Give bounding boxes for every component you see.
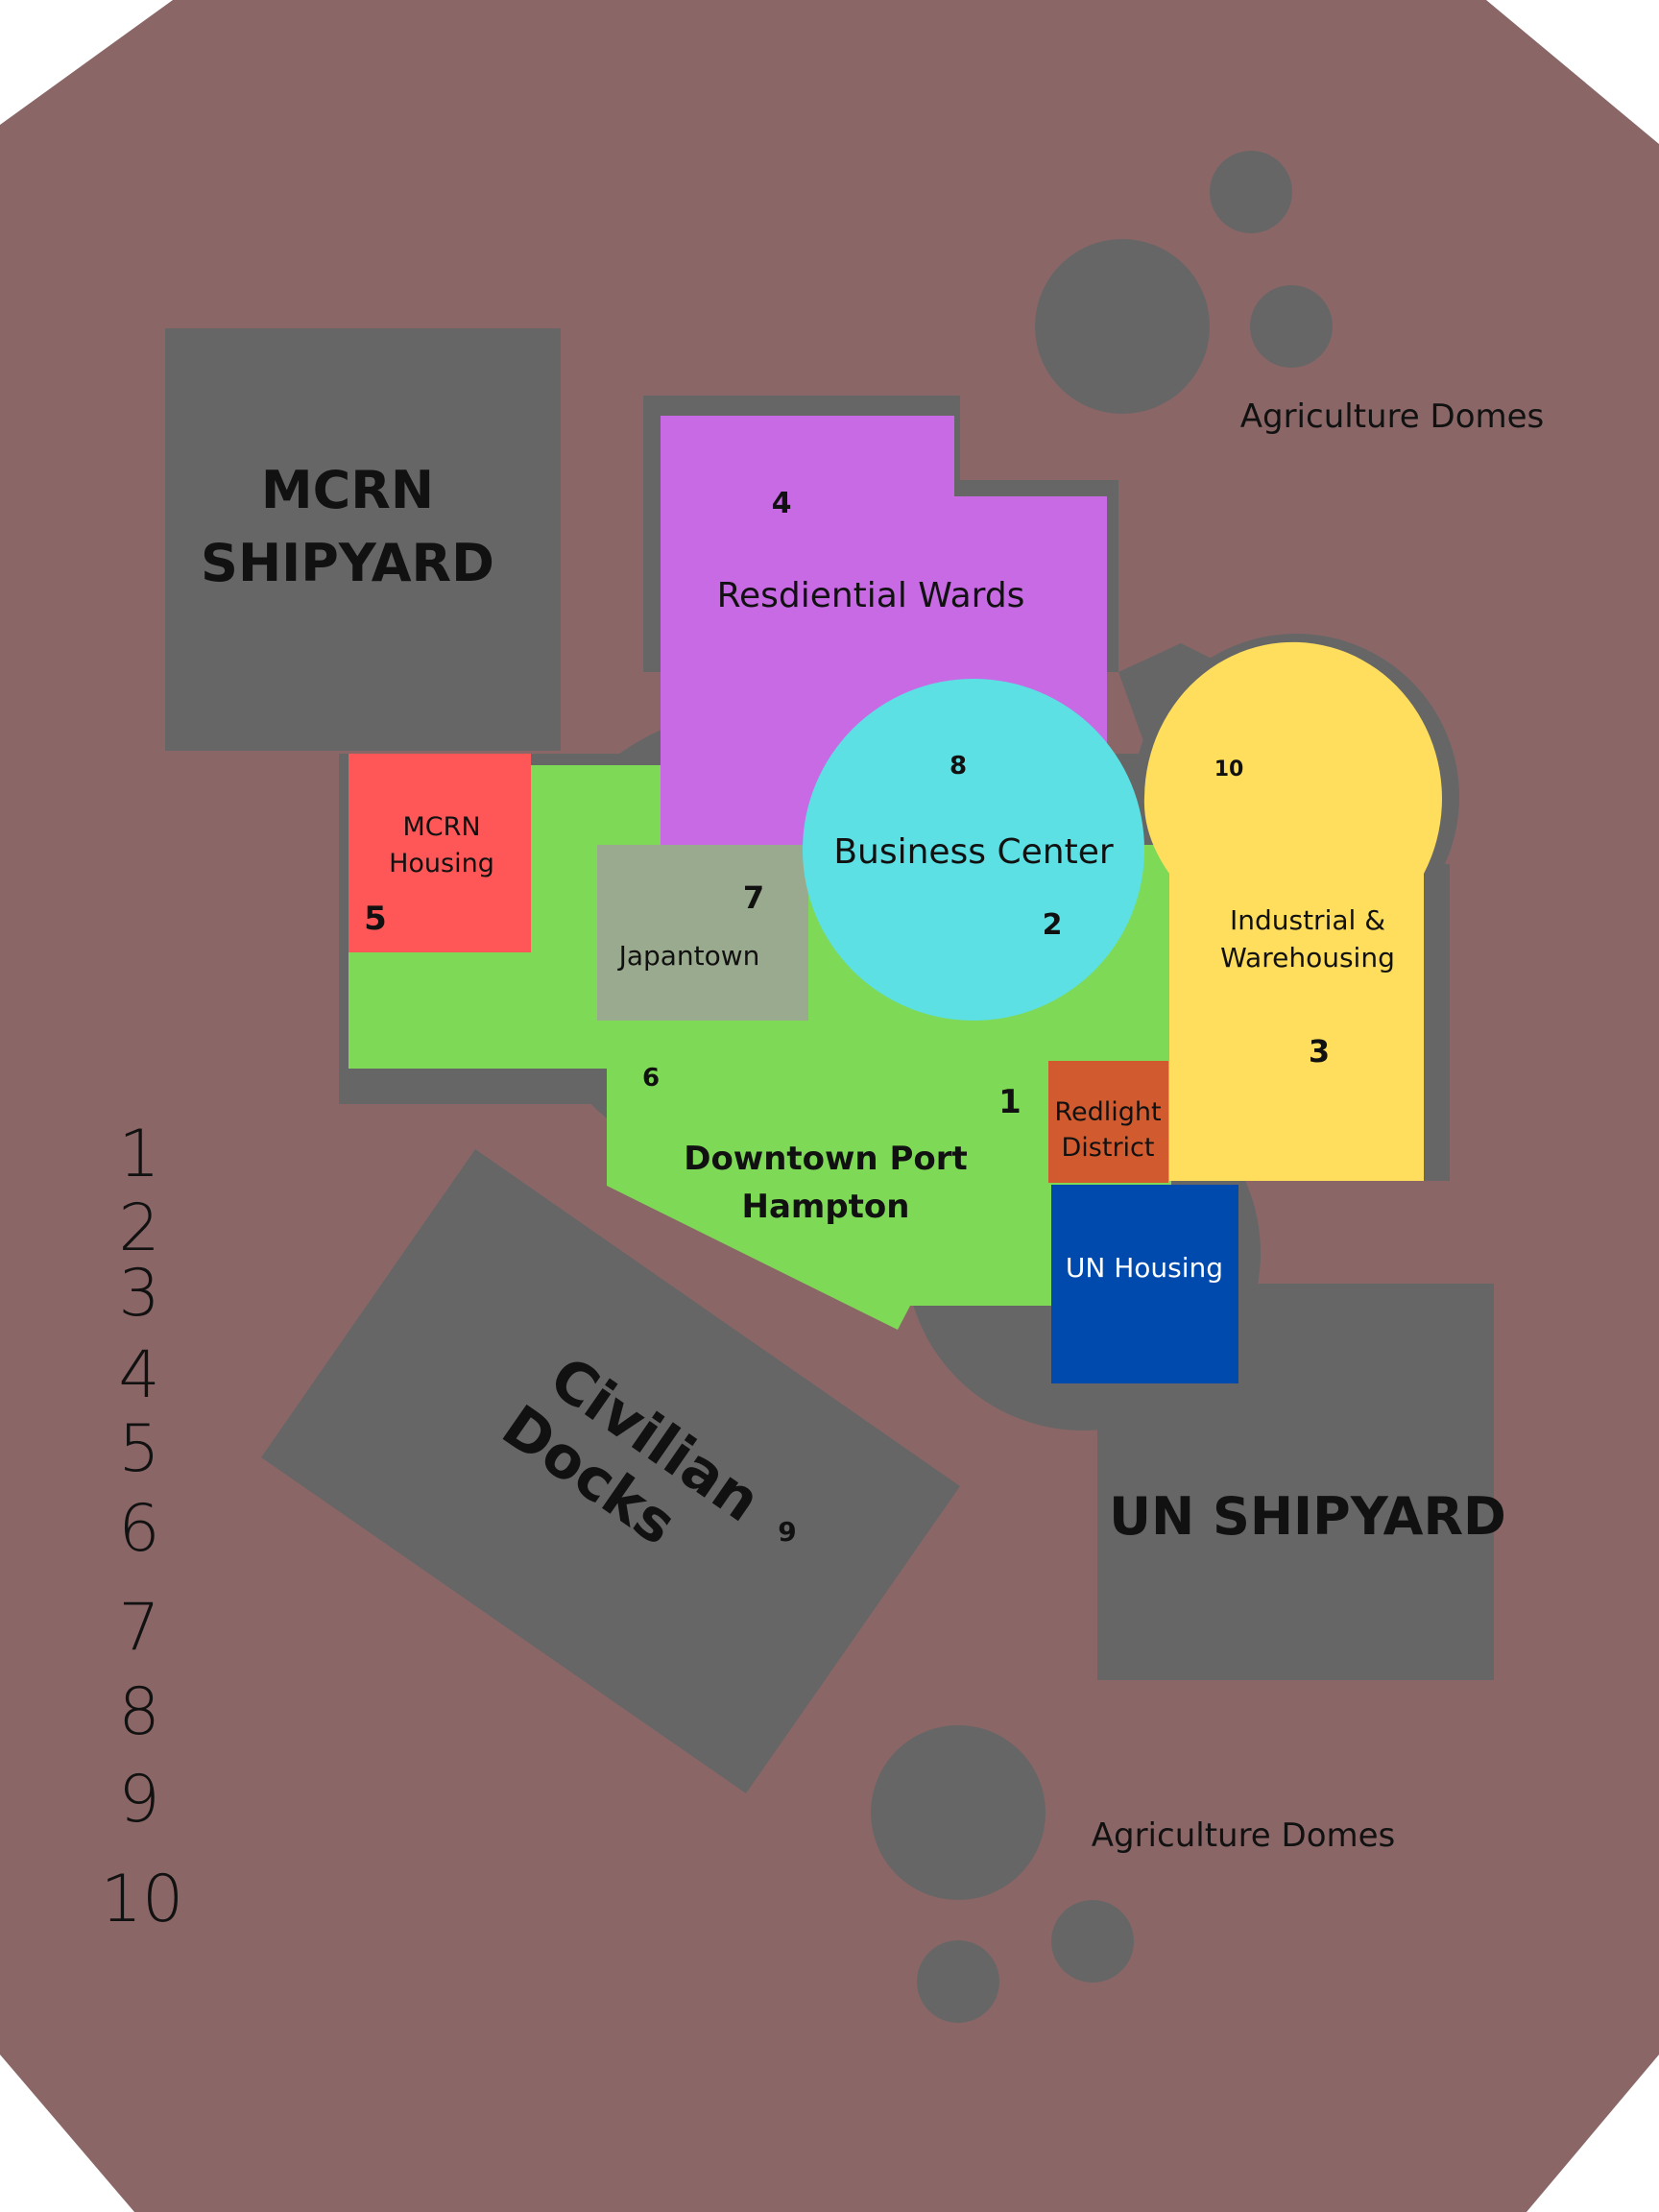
legend-number-7: 7 (118, 1590, 159, 1666)
agriculture-domes-bottom (871, 1725, 1134, 2023)
industrial-label-line1: Industrial & (1230, 904, 1385, 936)
redlight-label-line2: District (1062, 1133, 1155, 1163)
downtown-label-line2: Hampton (742, 1188, 910, 1226)
legend-number-4: 4 (118, 1337, 159, 1413)
dome (1250, 285, 1333, 368)
marker-9: 9 (778, 1516, 796, 1548)
industrial-warehousing (1143, 641, 1442, 1181)
dome (1210, 151, 1292, 233)
un-housing (1051, 1185, 1238, 1383)
agriculture-domes-top (1035, 151, 1333, 414)
marker-4: 4 (772, 487, 792, 520)
dome (1051, 1900, 1134, 1983)
mcrn-shipyard (165, 328, 561, 751)
mcrn-housing-label-line2: Housing (389, 849, 494, 878)
legend-number-5: 5 (118, 1411, 159, 1487)
legend-number-2: 2 (118, 1190, 159, 1266)
business-center-label: Business Center (833, 832, 1114, 872)
legend-number-3: 3 (118, 1256, 159, 1332)
mcrn-housing-label-line1: MCRN (402, 812, 480, 842)
dome (871, 1725, 1046, 1900)
mcrn-shipyard-label-line1: MCRN (261, 460, 434, 520)
un-shipyard-label: UN SHIPYARD (1109, 1486, 1506, 1547)
civilian-docks (261, 1149, 960, 1793)
marker-2: 2 (1043, 908, 1063, 942)
agriculture-domes-bottom-label: Agriculture Domes (1092, 1816, 1396, 1855)
un-housing-label: UN Housing (1066, 1252, 1223, 1284)
marker-5: 5 (364, 900, 387, 938)
agriculture-domes-top-label: Agriculture Domes (1240, 397, 1545, 436)
legend-number-1: 1 (118, 1117, 159, 1192)
dome (1035, 239, 1210, 414)
marker-6: 6 (642, 1064, 660, 1093)
marker-8: 8 (950, 752, 967, 781)
redlight-label-line1: Redlight (1054, 1097, 1161, 1127)
legend-numbers: 1 2 3 4 5 6 7 8 9 10 (101, 1117, 184, 1937)
legend-number-6: 6 (118, 1491, 159, 1567)
legend-number-9: 9 (118, 1762, 159, 1838)
business-center (803, 679, 1144, 1021)
downtown-label-line1: Downtown Port (684, 1140, 968, 1178)
japantown (597, 845, 808, 1021)
marker-3: 3 (1309, 1033, 1330, 1070)
mcrn-housing (349, 754, 531, 952)
legend-number-8: 8 (118, 1674, 159, 1750)
japantown-label: Japantown (617, 940, 760, 972)
marker-1: 1 (998, 1083, 1022, 1121)
industrial-label-line2: Warehousing (1220, 942, 1395, 974)
residential-wards-label: Resdiential Wards (717, 576, 1025, 615)
mcrn-shipyard-label-line2: SHIPYARD (201, 533, 494, 593)
marker-7: 7 (743, 879, 764, 916)
redlight-district (1048, 1061, 1168, 1183)
legend-number-10: 10 (101, 1862, 184, 1937)
dome (917, 1940, 999, 2023)
marker-10: 10 (1214, 757, 1244, 781)
